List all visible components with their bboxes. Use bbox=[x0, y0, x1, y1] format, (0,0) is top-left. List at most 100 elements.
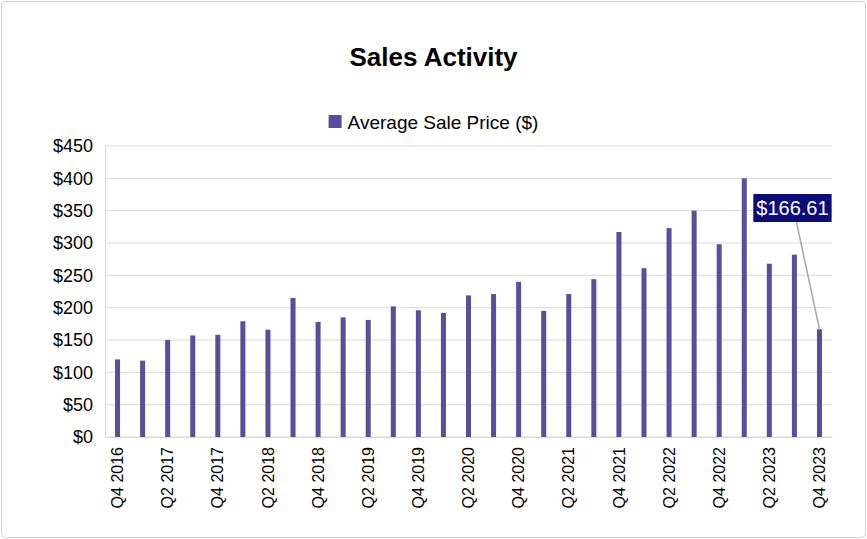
bar bbox=[441, 313, 446, 437]
y-tick-label: $50 bbox=[63, 395, 93, 415]
bar bbox=[115, 359, 120, 437]
bar bbox=[792, 255, 797, 437]
x-tick: Q2 2018 bbox=[260, 437, 277, 508]
x-tick: Q4 2019 bbox=[410, 437, 427, 508]
bar bbox=[316, 322, 321, 437]
y-tick-label: $0 bbox=[73, 427, 93, 447]
legend: Average Sale Price ($) bbox=[329, 112, 539, 133]
bar bbox=[140, 361, 145, 437]
bar bbox=[291, 298, 296, 437]
annotation-label: $166.61 bbox=[756, 197, 828, 219]
y-tick-label: $100 bbox=[53, 363, 93, 383]
y-axis: $0 $50 $100 $150 $200 $250 $300 $350 $400 $450 bbox=[53, 136, 106, 447]
grid-line bbox=[105, 243, 832, 244]
y-tick-label: $400 bbox=[53, 169, 93, 189]
bar bbox=[341, 317, 346, 437]
bar bbox=[391, 306, 396, 437]
bar bbox=[692, 211, 697, 437]
bar bbox=[265, 330, 270, 437]
y-tick: $450 bbox=[53, 136, 105, 156]
x-tick-label: Q2 2017 bbox=[159, 447, 176, 508]
y-tick-label: $350 bbox=[53, 201, 93, 221]
y-tick: $0 bbox=[73, 427, 105, 447]
annotation-leader bbox=[796, 222, 819, 329]
x-tick: Q4 2023 bbox=[811, 437, 828, 508]
grid-line bbox=[105, 146, 832, 147]
chart: Sales Activity$0$50$100$150$200$250$300$… bbox=[0, 0, 867, 539]
x-tick: Q4 2020 bbox=[510, 437, 527, 508]
bar bbox=[366, 320, 371, 437]
x-tick: Q2 2021 bbox=[560, 437, 577, 508]
bar bbox=[742, 178, 747, 437]
x-tick: Q2 2017 bbox=[159, 437, 176, 508]
x-tick-label: Q4 2021 bbox=[611, 447, 628, 508]
grid-line bbox=[105, 275, 832, 276]
bar bbox=[190, 335, 195, 437]
bar bbox=[416, 310, 421, 437]
x-tick: Q4 2018 bbox=[310, 437, 327, 508]
x-axis: Q4 2016 Q2 2017 Q4 2017 Q2 2018 Q4 2018 Q2 20… bbox=[106, 437, 833, 508]
y-tick: $350 bbox=[53, 201, 105, 221]
x-tick: Q4 2017 bbox=[209, 437, 226, 508]
bar bbox=[215, 335, 220, 437]
bar bbox=[667, 228, 672, 437]
bar bbox=[566, 294, 571, 437]
bar bbox=[165, 340, 170, 437]
bar bbox=[240, 321, 245, 437]
x-tick-label: Q2 2018 bbox=[260, 447, 277, 508]
y-tick-label: $300 bbox=[53, 233, 93, 253]
x-tick-label: Q4 2017 bbox=[209, 447, 226, 508]
bar bbox=[641, 268, 646, 437]
title: Sales Activity bbox=[349, 42, 518, 72]
x-tick-label: Q2 2020 bbox=[460, 447, 477, 508]
x-tick-label: Q2 2019 bbox=[360, 447, 377, 508]
y-tick-label: $150 bbox=[53, 330, 93, 350]
bar bbox=[516, 282, 521, 437]
y-tick: $150 bbox=[53, 330, 105, 350]
bar bbox=[717, 244, 722, 437]
annotation-box bbox=[753, 194, 831, 222]
legend-label: Average Sale Price ($) bbox=[348, 112, 539, 133]
y-tick: $50 bbox=[63, 395, 105, 415]
bars bbox=[115, 178, 822, 437]
bar bbox=[767, 264, 772, 437]
x-tick: Q4 2016 bbox=[109, 437, 126, 508]
x-tick-label: Q4 2019 bbox=[410, 447, 427, 508]
x-tick-label: Q4 2018 bbox=[310, 447, 327, 508]
y-tick: $300 bbox=[53, 233, 105, 253]
bar bbox=[616, 232, 621, 437]
y-tick: $250 bbox=[53, 266, 105, 286]
x-tick: Q2 2022 bbox=[661, 437, 678, 508]
x-tick-label: Q2 2021 bbox=[560, 447, 577, 508]
x-tick-label: Q4 2016 bbox=[109, 447, 126, 508]
y-axis-line bbox=[105, 147, 106, 438]
x-tick: Q2 2020 bbox=[460, 437, 477, 508]
bar bbox=[591, 279, 596, 437]
x-tick-label: Q2 2022 bbox=[661, 447, 678, 508]
x-tick: Q4 2022 bbox=[711, 437, 728, 508]
chart-frame bbox=[2, 2, 866, 538]
x-tick: Q2 2023 bbox=[761, 437, 778, 508]
bar bbox=[466, 295, 471, 437]
y-tick-label: $450 bbox=[53, 136, 93, 156]
y-tick-label: $200 bbox=[53, 298, 93, 318]
bar bbox=[817, 329, 822, 437]
x-tick-label: Q4 2022 bbox=[711, 447, 728, 508]
y-tick: $100 bbox=[53, 363, 105, 383]
x-tick: Q4 2021 bbox=[611, 437, 628, 508]
x-tick-label: Q4 2023 bbox=[811, 447, 828, 508]
y-tick: $200 bbox=[53, 298, 105, 318]
x-tick: Q2 2019 bbox=[360, 437, 377, 508]
grid-line bbox=[105, 210, 832, 211]
legend-item: Average Sale Price ($) bbox=[329, 112, 539, 133]
y-tick-label: $250 bbox=[53, 266, 93, 286]
y-tick: $400 bbox=[53, 169, 105, 189]
x-axis-line bbox=[106, 437, 833, 438]
annotation: $166.61 bbox=[753, 194, 831, 329]
legend-swatch bbox=[329, 115, 342, 128]
grid bbox=[105, 146, 832, 437]
bar bbox=[541, 311, 546, 437]
grid-line bbox=[105, 178, 832, 179]
x-tick-label: Q4 2020 bbox=[510, 447, 527, 508]
x-tick-label: Q2 2023 bbox=[761, 447, 778, 508]
